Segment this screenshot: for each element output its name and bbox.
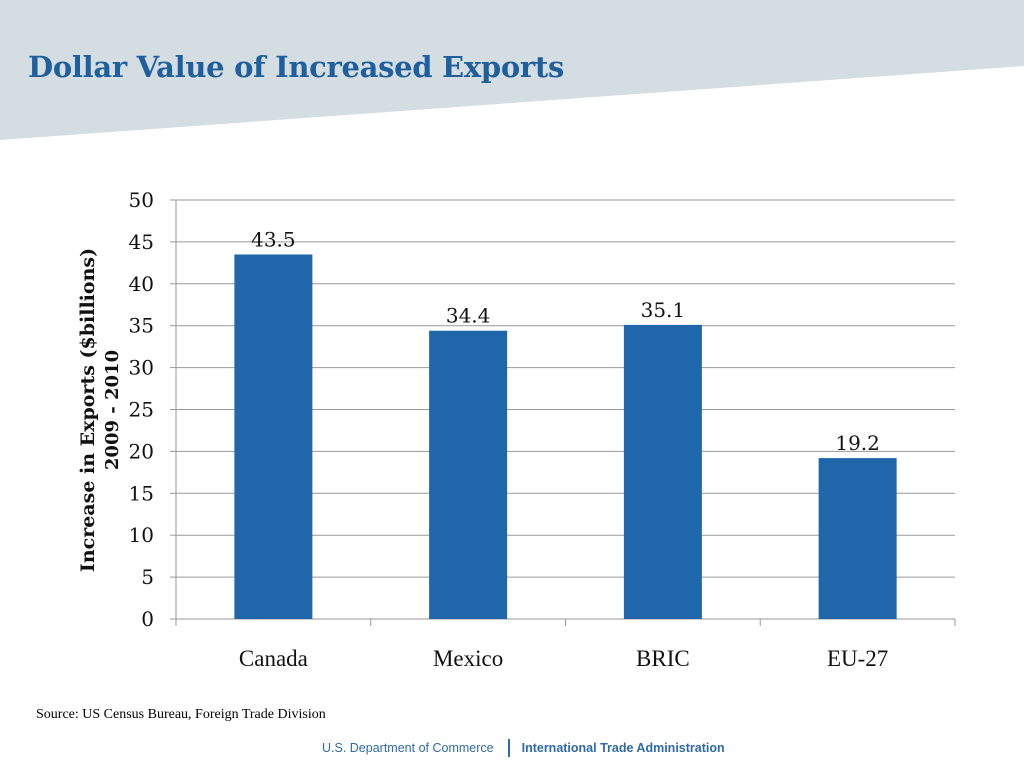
footer-divider — [507, 739, 510, 757]
footer-department: U.S. Department of Commerce — [322, 741, 494, 755]
y-axis-title: Increase in Exports ($billions) 2009 - 20… — [77, 248, 123, 572]
bar-chart: 0 5 10 15 20 25 30 35 40 45 50 43.5 Canada 34.4 Mexico… — [77, 188, 956, 671]
bar-mexico — [429, 330, 508, 619]
y-tick-label: 5 — [141, 565, 154, 589]
y-tick-label: 40 — [129, 272, 154, 296]
x-category-label: BRIC — [636, 646, 690, 671]
x-category-label: Canada — [239, 646, 308, 671]
footer: U.S. Department of Commerce Internationa… — [322, 739, 725, 757]
bar-bric — [623, 324, 702, 619]
data-label: 19.2 — [835, 431, 880, 455]
footer-agency: International Trade Administration — [521, 741, 725, 755]
data-label: 35.1 — [641, 298, 686, 322]
y-tick-label: 0 — [141, 607, 154, 631]
bar-canada — [234, 254, 313, 619]
source-note: Source: US Census Bureau, Foreign Trade … — [36, 707, 326, 722]
y-axis-title-line1: Increase in Exports ($billions) — [77, 248, 99, 572]
x-category-label: EU-27 — [827, 646, 888, 671]
header-banner — [0, 0, 1024, 140]
x-category-label: Mexico — [433, 646, 503, 671]
y-tick-label: 15 — [129, 481, 154, 505]
y-axis-title-line2: 2009 - 2010 — [102, 350, 123, 470]
y-tick-label: 50 — [129, 188, 154, 212]
bar-eu-27 — [818, 458, 897, 619]
data-label: 43.5 — [251, 227, 296, 251]
y-tick-label: 20 — [129, 439, 154, 463]
y-tick-label: 45 — [129, 230, 154, 254]
y-tick-label: 30 — [129, 356, 154, 380]
data-label: 34.4 — [446, 304, 491, 328]
y-tick-label: 25 — [129, 398, 154, 422]
y-tick-label: 10 — [129, 523, 154, 547]
slide-title: Dollar Value of Increased Exports — [28, 50, 564, 84]
y-tick-label: 35 — [129, 314, 154, 338]
